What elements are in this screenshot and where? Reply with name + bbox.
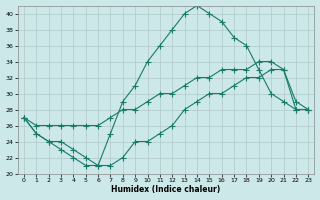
X-axis label: Humidex (Indice chaleur): Humidex (Indice chaleur): [111, 185, 221, 194]
